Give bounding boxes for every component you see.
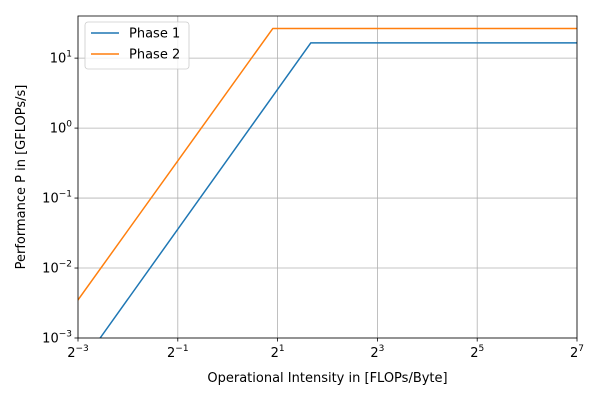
legend: Phase 1 Phase 2 xyxy=(84,21,190,70)
x-tick-label-2-3: 2−3 xyxy=(67,344,89,361)
y-tick-label-10-1: 101 xyxy=(50,50,72,67)
x-tick-label-2-5: 25 xyxy=(470,344,484,361)
series-lines xyxy=(78,27,577,338)
x-tick-label-2-1: 21 xyxy=(271,344,285,361)
y-tick-label-10-2: 10−2 xyxy=(42,260,72,277)
x-tick-label-2-1: 2−1 xyxy=(167,344,189,361)
y-tick-label-10-0: 100 xyxy=(50,120,73,137)
y-tick-label-10-1: 10−1 xyxy=(42,190,72,207)
axis-ticks: 2−3 2−1 21 23 25 27 10−3 10−2 10−1 100 101 xyxy=(42,50,584,361)
y-axis-label: Performance P in [GFLOPs/s] xyxy=(14,85,29,270)
legend-label-phase-1: Phase 1 xyxy=(129,27,180,42)
series-line-phase-1 xyxy=(99,42,577,338)
x-axis-label: Operational Intensity in [FLOPs/Byte] xyxy=(207,371,447,386)
x-tick-label-2-7: 27 xyxy=(570,344,584,361)
plot-area xyxy=(78,16,577,338)
plot-frame xyxy=(77,15,578,339)
x-tick-label-2-3: 23 xyxy=(370,344,384,361)
series-line-phase-2 xyxy=(78,27,577,301)
legend-label-phase-2: Phase 2 xyxy=(129,48,180,63)
y-tick-label-10-3: 10−3 xyxy=(42,330,72,347)
